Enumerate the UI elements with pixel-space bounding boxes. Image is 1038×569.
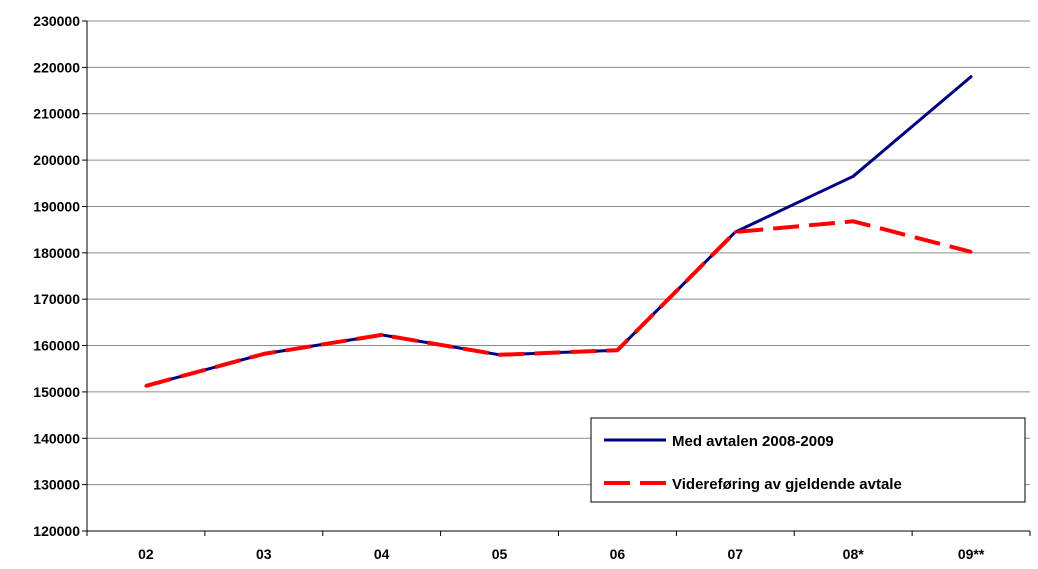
y-tick-label: 120000: [33, 523, 80, 539]
x-tick-label: 08*: [843, 546, 865, 562]
series-1-point: [615, 348, 619, 352]
series-0-point: [969, 75, 973, 79]
y-tick-label: 150000: [33, 384, 80, 400]
x-tick-label: 05: [492, 546, 508, 562]
y-tick-label: 200000: [33, 152, 80, 168]
legend-label-med-avtalen: Med avtalen 2008-2009: [672, 433, 834, 450]
y-tick-label: 170000: [33, 291, 80, 307]
y-tick-label: 180000: [33, 245, 80, 261]
x-tick-label: 03: [256, 546, 272, 562]
x-tick-label: 07: [728, 546, 744, 562]
y-tick-label: 190000: [33, 198, 80, 214]
legend-box: [590, 417, 1026, 503]
x-tick-label: 06: [610, 546, 626, 562]
legend: Med avtalen 2008-2009 Videreføring av gj…: [590, 417, 1026, 503]
gridlines: [87, 20, 1030, 486]
legend-label-videreforing: Videreføring av gjeldende avtale: [672, 476, 902, 493]
series-1-point: [733, 230, 737, 234]
series-1-point: [262, 352, 266, 356]
y-tick-label: 220000: [33, 59, 80, 75]
series-1-point: [144, 384, 148, 388]
y-tick-label: 160000: [33, 338, 80, 354]
series-1-point: [851, 219, 855, 223]
y-tick-label: 140000: [33, 430, 80, 446]
series-1-point: [969, 250, 973, 254]
x-axis-ticks: 02 03 04 05 06 07 08* 09**: [86, 531, 1031, 562]
x-tick-label: 09**: [958, 546, 985, 562]
series-1-point: [498, 353, 502, 357]
series-line-1: [145, 219, 972, 388]
y-axis-ticks: 120000 130000 140000 150000 160000 170000 1800…: [33, 13, 87, 539]
y-tick-label: 130000: [33, 477, 80, 493]
series-lines: [144, 75, 973, 388]
x-tick-label: 02: [138, 546, 154, 562]
series-line-0: [145, 75, 973, 388]
series-0-point: [851, 174, 855, 178]
x-tick-label: 04: [374, 546, 390, 562]
y-tick-label: 210000: [33, 106, 80, 122]
y-tick-label: 230000: [33, 13, 80, 29]
series-1-point: [380, 333, 384, 337]
